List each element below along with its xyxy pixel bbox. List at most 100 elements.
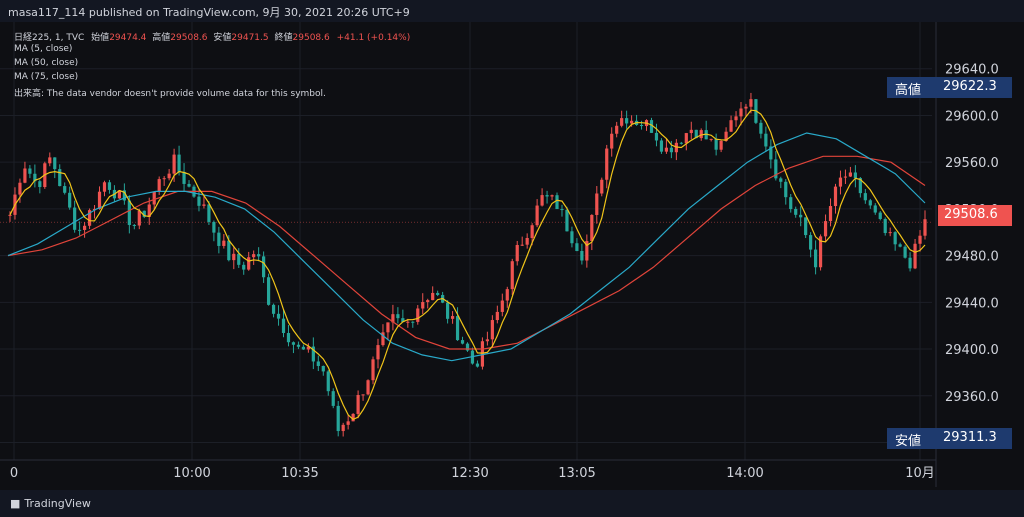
candle-body [58, 169, 62, 187]
candle-body [555, 195, 559, 210]
candle-body [620, 118, 624, 126]
candles [8, 92, 927, 437]
time-tick-label: 0 [10, 466, 18, 481]
high-tag-value: 29622.3 [943, 79, 997, 94]
candle-body [679, 142, 683, 144]
ma75-line [7, 155, 926, 350]
candle-body [416, 308, 420, 322]
candle-body [396, 314, 400, 319]
legend-ohlc: 日経225, 1, TVC 始値29474.4 高値29508.6 安値2947… [14, 30, 410, 43]
candle-body [560, 209, 564, 211]
candle-body [714, 138, 718, 150]
candle-body [515, 244, 519, 262]
candle-body [157, 179, 161, 192]
candle-body [207, 204, 211, 222]
legend-symbol: 日経225, 1, TVC [14, 33, 85, 43]
candle-body [247, 257, 251, 270]
candle-body [724, 131, 728, 141]
candle-body [888, 232, 892, 234]
price-axis[interactable]: 29640.029600.029560.029520.029480.029440… [935, 22, 999, 487]
legend-volume-note: 出来高: The data vendor doesn't provide vol… [14, 89, 326, 99]
legend-ma75[interactable]: MA (75, close) [14, 72, 79, 82]
candle-body [460, 340, 465, 344]
candle-body [182, 171, 186, 184]
candle-body [262, 256, 266, 278]
candle-body [878, 212, 882, 219]
candle-body [709, 138, 713, 140]
candle-body [565, 209, 569, 232]
candle-body [590, 214, 594, 242]
candle-body [82, 225, 87, 230]
candle-body [550, 195, 554, 197]
time-tick-label: 12:30 [451, 466, 488, 481]
candle-body [759, 122, 763, 134]
candle-body [376, 345, 380, 360]
time-tick-label: 13:05 [558, 466, 595, 481]
candle-body [873, 205, 877, 213]
legend-open-label: 始値 [91, 33, 110, 43]
candle-body [271, 304, 276, 314]
candle-body [465, 343, 470, 351]
candle-body [883, 218, 887, 234]
candle-body [411, 321, 415, 323]
candle-body [222, 240, 226, 246]
candle-body [485, 339, 489, 342]
candle-body [809, 235, 813, 250]
candle-body [331, 391, 335, 406]
legend-close-value: 29508.6 [292, 33, 330, 43]
candle-body [898, 244, 902, 247]
candle-body [232, 253, 236, 261]
candle-body [296, 344, 301, 347]
candle-body [893, 232, 897, 245]
candle-body [431, 292, 435, 301]
candle-body [8, 214, 12, 216]
candle-body [301, 346, 305, 350]
candle-body [694, 129, 698, 139]
legend-ma5[interactable]: MA (5, close) [14, 44, 73, 54]
price-tick-label: 29400.0 [945, 343, 999, 358]
candle-body [630, 120, 634, 124]
candle-body [346, 421, 350, 425]
candle-body [610, 133, 614, 149]
ma50-line [7, 132, 926, 362]
candle-body [212, 221, 216, 233]
candle-body [147, 204, 151, 217]
candle-body [381, 332, 385, 346]
price-tick-label: 29560.0 [945, 156, 999, 171]
candle-body [719, 140, 723, 150]
time-axis[interactable]: 0 10:00 10:35 12:30 13:05 14:00 10月 [0, 459, 936, 481]
candle-body [664, 147, 669, 152]
candle-body [127, 200, 131, 225]
price-chart[interactable]: 29640.029600.029560.029520.029480.029440… [0, 22, 1024, 490]
candle-body [421, 302, 425, 309]
price-tick-label: 29600.0 [945, 109, 999, 124]
candle-body [784, 181, 788, 198]
candle-body [813, 249, 818, 268]
candle-body [217, 232, 221, 246]
candle-body [455, 316, 460, 341]
candle-body [580, 251, 584, 261]
legend-low-value: 29471.5 [231, 33, 269, 43]
candle-body [137, 210, 141, 226]
candle-body [446, 302, 450, 319]
candle-body [744, 106, 748, 109]
candle-body [848, 172, 853, 177]
candle-body [903, 246, 907, 258]
ma5-line [9, 109, 926, 421]
legend-ma50[interactable]: MA (50, close) [14, 58, 79, 68]
candle-body [490, 320, 494, 340]
low-tag-value: 29311.3 [943, 430, 997, 445]
candle-body [799, 214, 803, 218]
moving-averages [7, 109, 926, 421]
tradingview-logo[interactable]: ■ TradingView [10, 497, 91, 510]
candle-body [530, 225, 534, 238]
candle-body [23, 168, 27, 183]
candle-body [833, 186, 838, 207]
candle-body [823, 221, 828, 237]
legend-open-value: 29474.4 [109, 33, 147, 43]
candle-body [475, 363, 480, 367]
price-tick-label: 29640.0 [945, 63, 999, 78]
candle-body [48, 157, 52, 164]
candle-body [510, 261, 514, 290]
